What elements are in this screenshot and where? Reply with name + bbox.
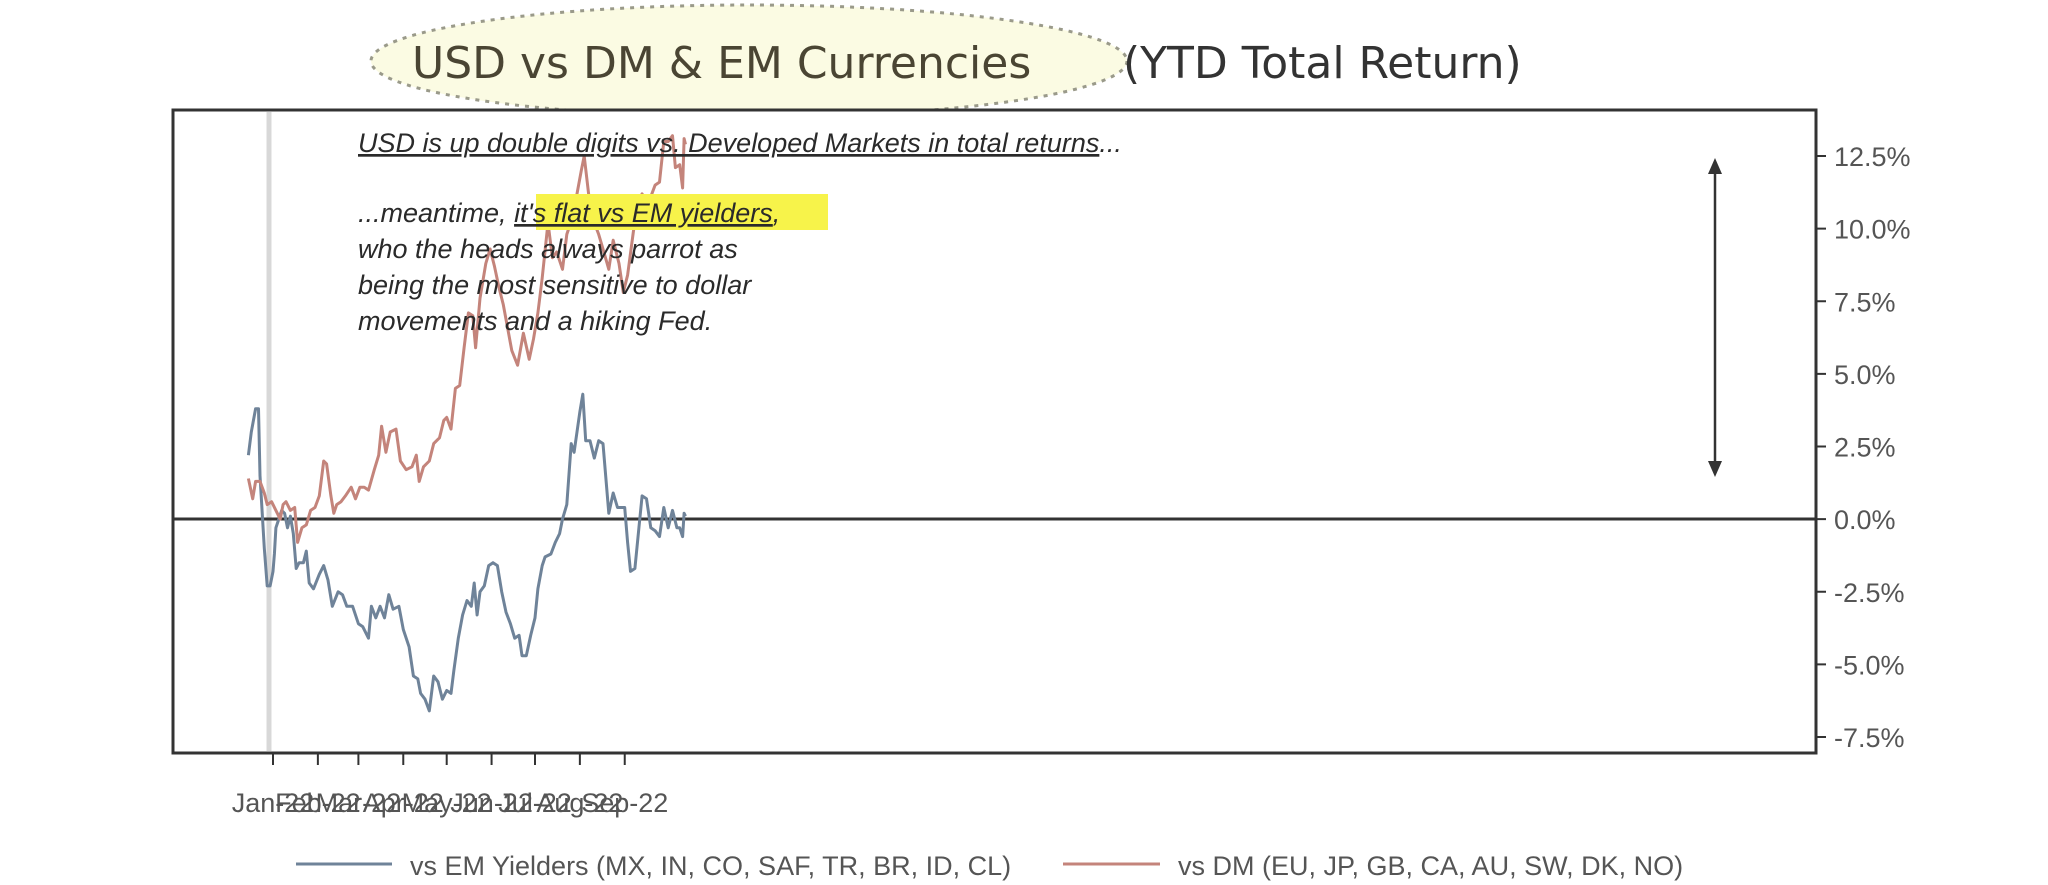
annotation-line-1: USD is up double digits vs. Developed Ma…: [358, 128, 1122, 158]
annotation-line-2-post: ,: [773, 198, 781, 228]
annotation-block: USD is up double digits vs. Developed Ma…: [358, 128, 1122, 336]
x-tick-label: May-22: [402, 788, 492, 818]
x-tick-label: Sep-22: [581, 788, 668, 818]
series-layer: [246, 134, 687, 713]
plot-frame: [171, 108, 1818, 755]
y-tick-label: -2.5%: [1834, 578, 1905, 608]
annotation-line-2: ...meantime, it's flat vs EM yielders,: [358, 198, 780, 228]
annotation-line-5: movements and a hiking Fed.: [358, 306, 712, 336]
double-arrow-icon: [1708, 158, 1722, 477]
annotation-line-1-underlined: USD is up double digits vs. Developed Ma…: [358, 128, 1099, 158]
x-tick-label: Jul-22: [498, 788, 572, 818]
annotation-highlight-mark: [536, 194, 828, 230]
y-tick-label: 7.5%: [1834, 287, 1896, 317]
x-axis: Jan-22Feb-22Mar-22Apr-22May-22Jun-22Jul-…: [232, 753, 668, 818]
x-tick-label: Jun-22: [450, 788, 533, 818]
x-tick-label: Feb-22: [275, 788, 361, 818]
annotation-line-4: being the most sensitive to dollar: [358, 270, 752, 300]
y-tick-label: 12.5%: [1834, 142, 1911, 172]
y-tick-label: 5.0%: [1834, 360, 1896, 390]
legend: vs EM Yielders (MX, IN, CO, SAF, TR, BR,…: [296, 851, 1683, 881]
annotation-line-1-tail: ...: [1099, 128, 1122, 158]
chart-subtitle: (YTD Total Return): [1123, 38, 1522, 89]
x-tick-label: Mar-22: [316, 788, 402, 818]
y-tick-label: -5.0%: [1834, 650, 1905, 680]
x-tick-label: Apr-22: [363, 788, 444, 818]
annotation-line-3: who the heads always parrot as: [358, 234, 738, 264]
y-tick-label: 0.0%: [1834, 505, 1896, 535]
y-axis: 12.5% 10.0% 7.5% 5.0% 2.5% 0.0% -2.5% -5.0% -7.5…: [1816, 142, 1911, 753]
y-tick-label: 2.5%: [1834, 433, 1896, 463]
x-tick-label: Aug-22: [536, 788, 623, 818]
series-line-dm: [246, 134, 687, 544]
legend-label-dm: vs DM (EU, JP, GB, CA, AU, SW, DK, NO): [1178, 851, 1683, 881]
series-line-em-yielders: [246, 392, 687, 713]
title-highlight-ellipse: [369, 3, 1129, 119]
chart-title: USD vs DM & EM Currencies: [412, 38, 1031, 89]
y-tick-label: 10.0%: [1834, 215, 1911, 245]
x-tick-label: Jan-22: [232, 788, 315, 818]
annotation-line-2-highlight: it's flat vs EM yielders: [514, 198, 773, 228]
legend-label-em: vs EM Yielders (MX, IN, CO, SAF, TR, BR,…: [410, 851, 1011, 881]
annotation-line-2-pre: ...meantime,: [358, 198, 514, 228]
y-tick-label: -7.5%: [1834, 723, 1905, 753]
